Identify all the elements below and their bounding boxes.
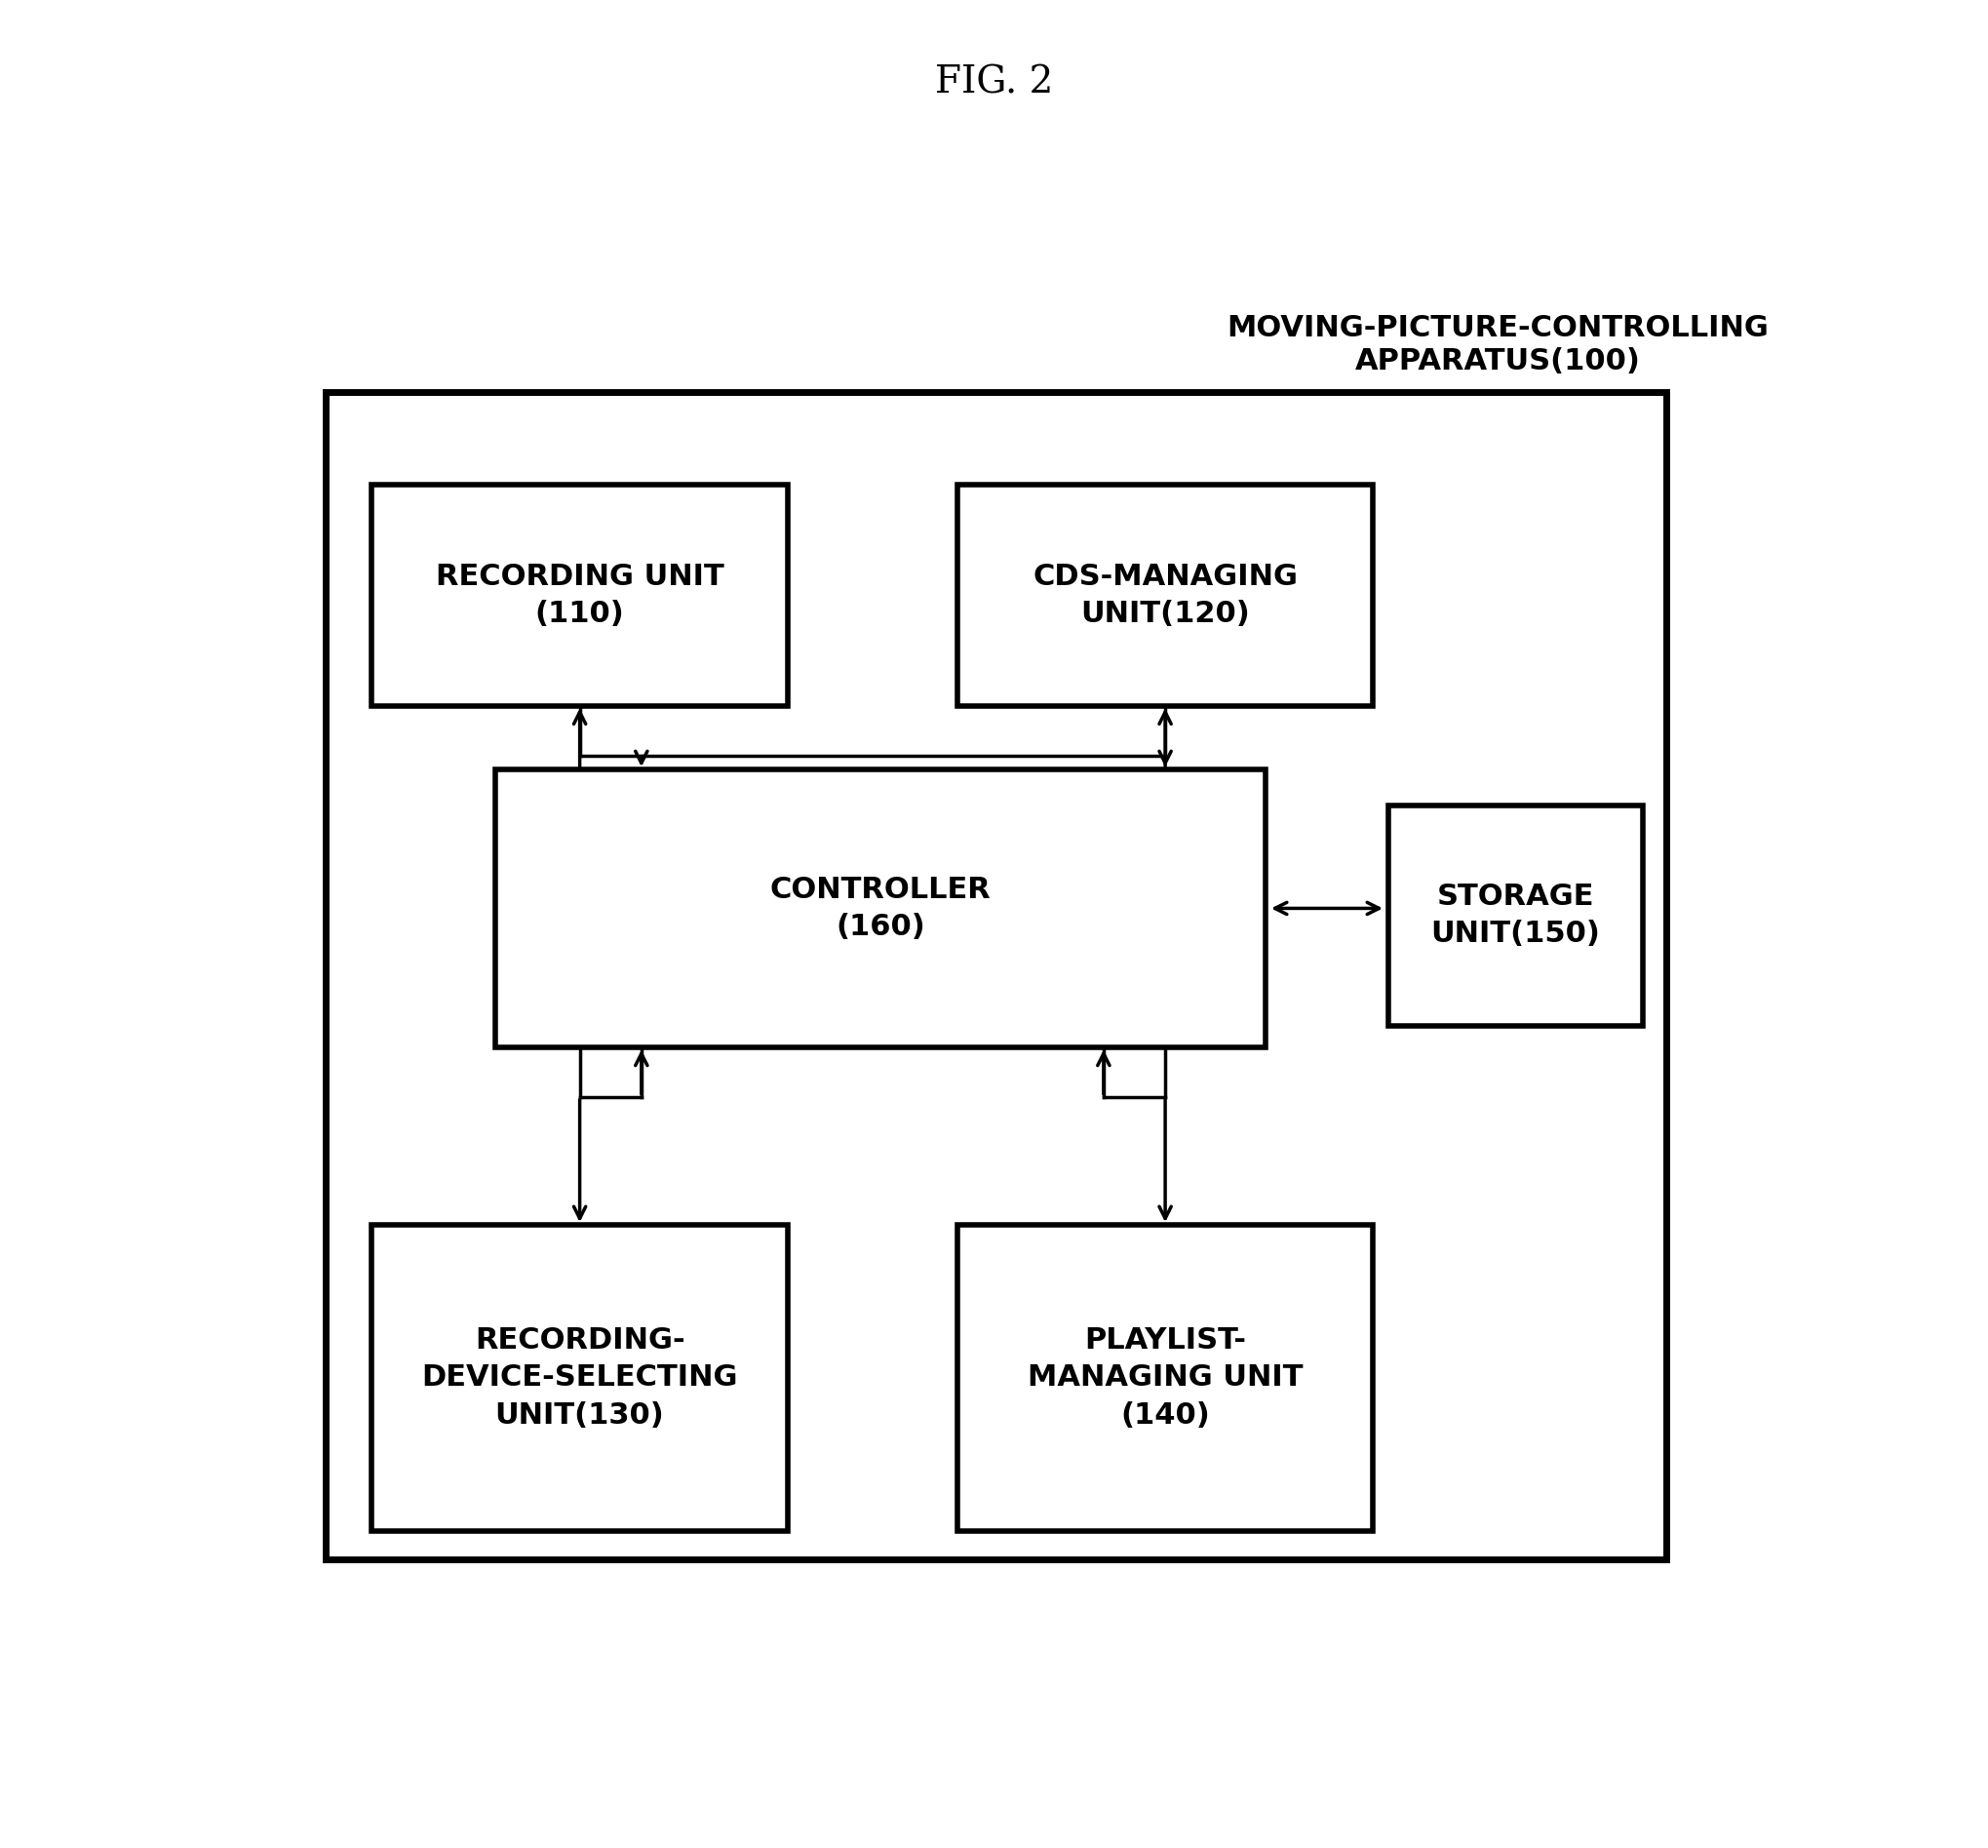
Text: CDS-MANAGING
UNIT(120): CDS-MANAGING UNIT(120): [1032, 562, 1298, 628]
Text: CONTROLLER
(160): CONTROLLER (160): [769, 876, 990, 941]
Text: STORAGE
UNIT(150): STORAGE UNIT(150): [1431, 883, 1600, 948]
Bar: [958, 1225, 1374, 1530]
Bar: [372, 1225, 787, 1530]
Text: RECORDING-
DEVICE-SELECTING
UNIT(130): RECORDING- DEVICE-SELECTING UNIT(130): [421, 1327, 738, 1429]
Bar: [958, 484, 1374, 706]
Bar: [326, 392, 1666, 1560]
Bar: [1390, 806, 1642, 1026]
Text: PLAYLIST-
MANAGING UNIT
(140): PLAYLIST- MANAGING UNIT (140): [1028, 1327, 1302, 1429]
Bar: [372, 484, 787, 706]
Bar: [495, 769, 1266, 1048]
Text: FIG. 2: FIG. 2: [934, 65, 1054, 102]
Text: MOVING-PICTURE-CONTROLLING
APPARATUS(100): MOVING-PICTURE-CONTROLLING APPARATUS(100…: [1227, 314, 1769, 375]
Text: RECORDING UNIT
(110): RECORDING UNIT (110): [435, 562, 724, 628]
